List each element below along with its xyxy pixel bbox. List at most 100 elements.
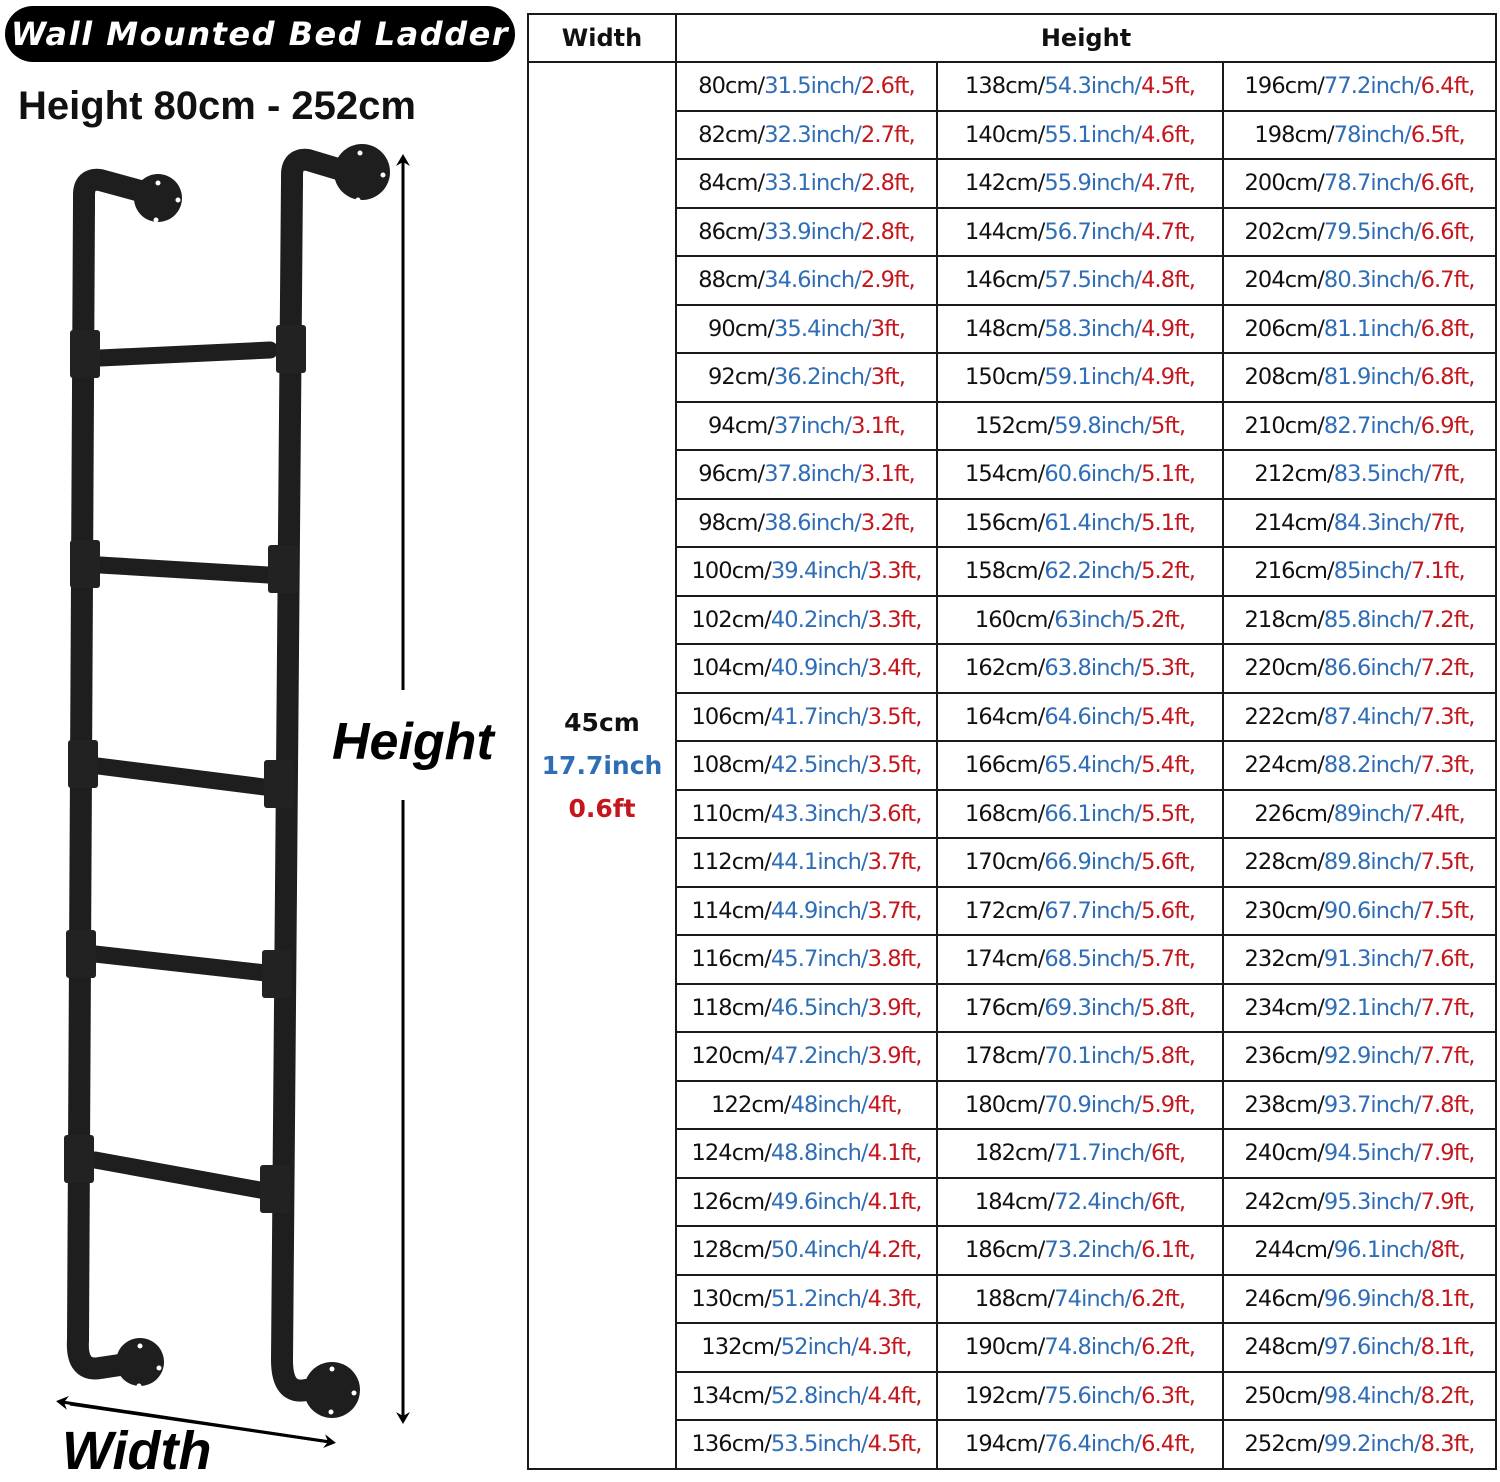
table-row: 82cm/32.3inch/2.7ft, 140cm/55.1inch/4.6ft… [528,109,1498,160]
height-ft: 5.1ft, [1141,509,1196,536]
height-option-cell: 204cm/80.3inch/6.7ft, [1221,255,1498,306]
height-inch: 81.1inch/ [1323,315,1422,342]
height-option-cell: 148cm/58.3inch/4.9ft, [936,303,1224,354]
height-ft: 3.4ft, [867,655,923,682]
height-cm: 98cm/ [698,509,765,536]
table-row: 120cm/47.2inch/3.9ft, 178cm/70.1inch/5.8f… [528,1031,1498,1082]
height-option-cell: 106cm/41.7inch/3.5ft, [675,691,938,742]
height-option-cell: 138cm/54.3inch/4.5ft, [936,61,1224,112]
height-inch: 59.1inch/ [1044,364,1142,391]
height-ft: 7.9ft, [1420,1140,1476,1167]
height-cm: 186cm/ [964,1237,1045,1264]
table-row: 130cm/51.2inch/4.3ft, 188cm/74inch/6.2ft,… [528,1273,1498,1324]
height-option-cell: 110cm/43.3inch/3.6ft, [675,788,938,839]
height-cm: 144cm/ [964,218,1045,245]
height-inch: 92.9inch/ [1323,1043,1422,1070]
table-row: 134cm/52.8inch/4.4ft, 192cm/75.6inch/6.3f… [528,1370,1498,1421]
header-height: Height [674,13,1498,63]
height-option-cell: 144cm/56.7inch/4.7ft, [936,206,1224,257]
height-cm: 168cm/ [964,800,1045,827]
height-ft: 3.9ft, [867,1043,923,1070]
product-title: Wall Mounted Bed Ladder [10,15,510,53]
height-ft: 8.2ft, [1420,1382,1476,1409]
height-inch: 63.8inch/ [1044,655,1142,682]
height-ft: 3ft, [870,364,906,391]
height-inch: 65.4inch/ [1044,752,1142,779]
height-cm: 80cm/ [698,73,765,100]
height-cm: 158cm/ [964,558,1045,585]
height-cm: 148cm/ [964,315,1045,342]
height-option-cell: 136cm/53.5inch/4.5ft, [675,1419,938,1470]
height-ft: 4.8ft, [1141,267,1196,294]
height-inch: 85.8inch/ [1323,606,1422,633]
product-title-banner: Wall Mounted Bed Ladder [5,6,515,62]
height-option-cell: 162cm/63.8inch/5.3ft, [936,643,1224,694]
height-option-cell: 90cm/35.4inch/3ft, [675,303,938,354]
height-ft: 7.5ft, [1420,897,1476,924]
height-cm: 156cm/ [964,509,1045,536]
height-cm: 130cm/ [691,1285,771,1312]
height-cm: 192cm/ [964,1382,1045,1409]
height-ft: 3.5ft, [867,752,923,779]
height-cm: 198cm/ [1254,121,1334,148]
height-inch: 39.4inch/ [770,558,869,585]
height-inch: 96.1inch/ [1333,1237,1432,1264]
height-option-cell: 176cm/69.3inch/5.8ft, [936,982,1224,1033]
height-cm: 226cm/ [1254,800,1334,827]
height-ft: 6ft, [1150,1140,1186,1167]
height-ft: 7.2ft, [1420,655,1476,682]
height-inch: 40.9inch/ [770,655,869,682]
height-ft: 6.6ft, [1420,218,1476,245]
height-ft: 4.6ft, [1141,121,1196,148]
height-ft: 5.2ft, [1141,558,1196,585]
height-inch: 32.3inch/ [764,121,862,148]
height-option-cell: 94cm/37inch/3.1ft, [675,400,938,451]
height-option-cell: 88cm/34.6inch/2.9ft, [675,255,938,306]
height-cm: 234cm/ [1244,994,1324,1021]
height-inch: 37.8inch/ [764,461,862,488]
height-ft: 6.6ft, [1420,170,1476,197]
height-ft: 4.1ft, [867,1140,923,1167]
height-inch: 87.4inch/ [1323,703,1422,730]
height-cm: 188cm/ [974,1285,1055,1312]
height-option-cell: 234cm/92.1inch/7.7ft, [1221,982,1498,1033]
height-inch: 78inch/ [1333,121,1412,148]
height-ft: 4.4ft, [867,1382,923,1409]
height-inch: 70.1inch/ [1044,1043,1142,1070]
height-option-cell: 108cm/42.5inch/3.5ft, [675,740,938,791]
height-cm: 184cm/ [974,1188,1055,1215]
height-inch: 90.6inch/ [1323,897,1422,924]
height-ft: 7.8ft, [1420,1091,1476,1118]
height-option-cell: 146cm/57.5inch/4.8ft, [936,255,1224,306]
height-inch: 53.5inch/ [770,1431,869,1458]
height-option-cell: 92cm/36.2inch/3ft, [675,352,938,403]
height-ft: 5.3ft, [1141,655,1196,682]
height-ft: 7ft, [1430,509,1465,536]
height-cm: 214cm/ [1254,509,1334,536]
height-cm: 246cm/ [1244,1285,1324,1312]
height-option-cell: 238cm/93.7inch/7.8ft, [1221,1079,1498,1130]
table-row: 124cm/48.8inch/4.1ft, 182cm/71.7inch/6ft,… [528,1128,1498,1179]
height-option-cell: 112cm/44.1inch/3.7ft, [675,837,938,888]
height-inch: 54.3inch/ [1044,73,1142,100]
height-inch: 77.2inch/ [1323,73,1422,100]
height-ft: 4.5ft, [867,1431,923,1458]
height-option-cell: 84cm/33.1inch/2.8ft, [675,158,938,209]
height-option-cell: 178cm/70.1inch/5.8ft, [936,1031,1224,1082]
height-option-cell: 212cm/83.5inch/7ft, [1221,449,1498,500]
table-row: 94cm/37inch/3.1ft, 152cm/59.8inch/5ft, 210… [528,400,1498,451]
height-inch: 82.7inch/ [1323,412,1422,439]
height-ft: 7.4ft, [1410,800,1466,827]
height-option-cell: 186cm/73.2inch/6.1ft, [936,1225,1224,1276]
height-inch: 40.2inch/ [770,606,869,633]
height-cm: 134cm/ [691,1382,771,1409]
height-inch: 93.7inch/ [1323,1091,1422,1118]
height-inch: 66.1inch/ [1044,800,1142,827]
height-cm: 136cm/ [691,1431,771,1458]
height-option-cell: 86cm/33.9inch/2.8ft, [675,206,938,257]
height-option-cell: 122cm/48inch/4ft, [675,1079,938,1130]
height-ft: 2.9ft, [860,267,916,294]
height-inch: 42.5inch/ [770,752,869,779]
height-cm: 210cm/ [1244,412,1324,439]
height-cm: 140cm/ [964,121,1045,148]
